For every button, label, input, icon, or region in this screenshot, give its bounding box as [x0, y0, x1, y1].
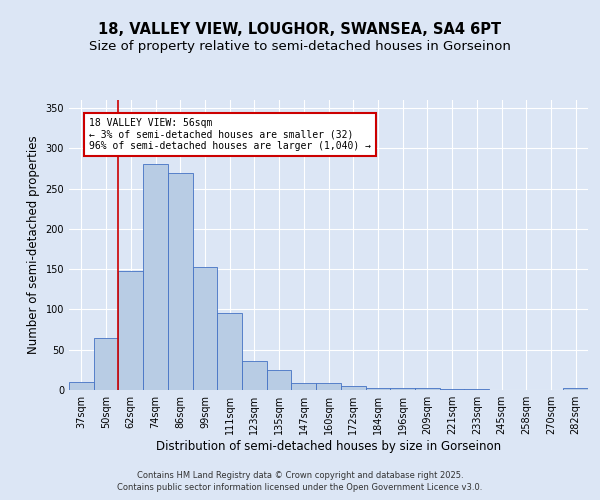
Bar	[242, 361, 267, 390]
Text: 18 VALLEY VIEW: 56sqm
← 3% of semi-detached houses are smaller (32)
96% of semi-: 18 VALLEY VIEW: 56sqm ← 3% of semi-detac…	[89, 118, 371, 151]
Text: Contains HM Land Registry data © Crown copyright and database right 2025.: Contains HM Land Registry data © Crown c…	[137, 470, 463, 480]
Bar	[341, 386, 365, 390]
Bar	[316, 383, 341, 390]
Bar	[390, 388, 415, 390]
Y-axis label: Number of semi-detached properties: Number of semi-detached properties	[27, 136, 40, 354]
Bar	[440, 389, 464, 390]
Bar	[415, 388, 440, 390]
X-axis label: Distribution of semi-detached houses by size in Gorseinon: Distribution of semi-detached houses by …	[156, 440, 501, 453]
Bar	[292, 383, 316, 390]
Bar	[193, 267, 217, 390]
Text: Contains public sector information licensed under the Open Government Licence v3: Contains public sector information licen…	[118, 483, 482, 492]
Bar	[464, 389, 489, 390]
Text: Size of property relative to semi-detached houses in Gorseinon: Size of property relative to semi-detach…	[89, 40, 511, 53]
Bar	[563, 388, 588, 390]
Bar	[365, 388, 390, 390]
Bar	[69, 382, 94, 390]
Bar	[118, 271, 143, 390]
Bar	[217, 314, 242, 390]
Text: 18, VALLEY VIEW, LOUGHOR, SWANSEA, SA4 6PT: 18, VALLEY VIEW, LOUGHOR, SWANSEA, SA4 6…	[98, 22, 502, 38]
Bar	[168, 172, 193, 390]
Bar	[143, 164, 168, 390]
Bar	[94, 338, 118, 390]
Bar	[267, 370, 292, 390]
